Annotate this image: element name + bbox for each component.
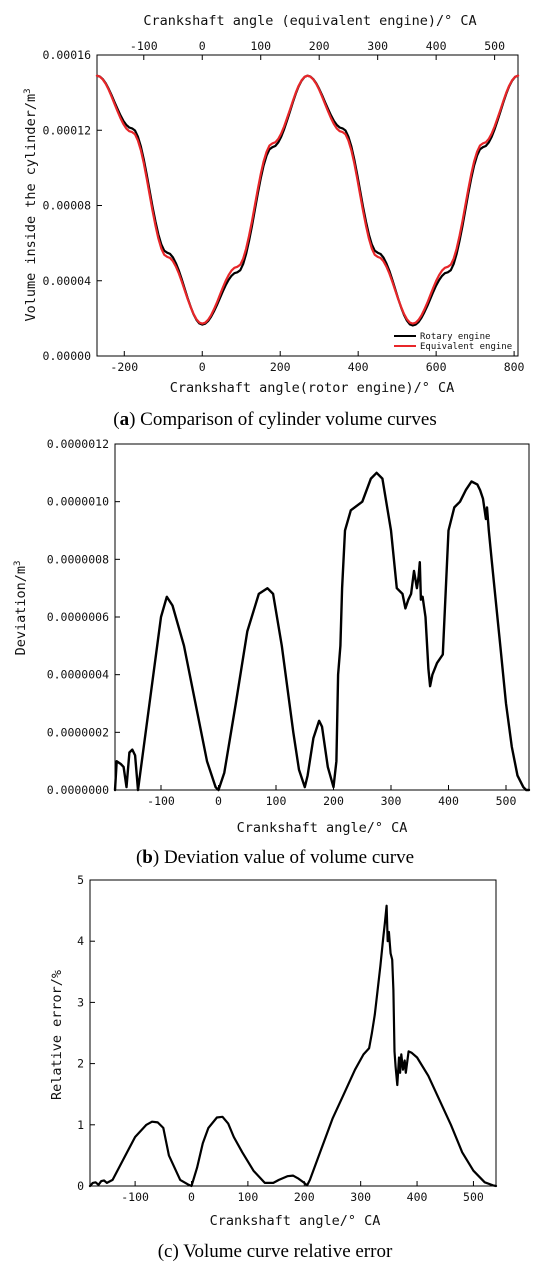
x-tick-label: 100	[266, 794, 287, 808]
y-tick-label: 2	[77, 1057, 84, 1071]
x-tick-label: -200	[110, 360, 138, 374]
chart-c-plot-frame	[89, 879, 497, 1187]
chart-b-ticks: -100 0 100 200 300 400 500 0.0000000 0.0000002 0.…	[47, 437, 517, 808]
chart-c-x-axis-label: Crankshaft angle/° CA	[210, 1213, 381, 1229]
y-tick-label: 1	[77, 1118, 84, 1132]
chart-c: -100 0 100 200 300 400 500 0 1 2 3 4 5 Crankshaft an…	[49, 873, 498, 1262]
y-tick-label: 0.00000	[43, 349, 92, 363]
y-tick-label: 0.00004	[43, 274, 92, 288]
y-tick-label: 0.0000010	[47, 495, 109, 509]
legend-label-rotary: Rotary engine	[420, 332, 490, 342]
x2-tick-label: 200	[309, 39, 330, 53]
x-tick-label: 300	[350, 1190, 371, 1204]
y-tick-label: 0.0000004	[47, 668, 109, 682]
chart-a-x2-axis-label: Crankshaft angle (equivalent engine)/° C…	[143, 13, 476, 29]
chart-b-caption-letter: b	[142, 847, 153, 868]
chart-b-series	[113, 471, 531, 792]
chart-a-y-axis-label: Volume inside the cylinder/m3	[23, 89, 39, 322]
equivalent-engine-line	[95, 74, 520, 325]
x-tick-label: 500	[496, 794, 517, 808]
series-b-line	[113, 471, 531, 792]
x-tick-label: -100	[121, 1190, 149, 1204]
chart-a-y-axis-label-text: Volume inside the cylinder/m	[23, 94, 39, 322]
x-tick-label: 0	[188, 1190, 195, 1204]
x2-tick-label: 400	[426, 39, 447, 53]
x-tick-label: 0	[215, 794, 222, 808]
x2-tick-label: 0	[199, 39, 206, 53]
x-tick-label: 400	[348, 360, 369, 374]
chart-a-caption: (a) Comparison of cylinder volume curves	[113, 409, 436, 430]
legend-label-equivalent: Equivalent engine	[420, 342, 512, 352]
y-tick-label: 0.00008	[43, 199, 92, 213]
chart-a: -200 0 200 400 600 800 -100 0 100 200 300 400 500 0.0…	[23, 13, 525, 430]
y-tick-label: 0	[77, 1179, 84, 1193]
chart-b-caption-text: Deviation value of volume curve	[164, 847, 414, 868]
chart-a-x-axis-label: Crankshaft angle(rotor engine)/° CA	[170, 380, 454, 396]
chart-b-y-axis-label-text: Deviation/m	[13, 566, 29, 655]
y-tick-label: 0.0000006	[47, 610, 109, 624]
x2-tick-label: -100	[130, 39, 158, 53]
x2-tick-label: 100	[250, 39, 271, 53]
y-tick-label: 0.0000002	[47, 725, 109, 739]
chart-a-legend: Rotary engine Equivalent engine	[394, 332, 512, 352]
chart-c-series	[88, 904, 498, 1188]
x-tick-label: 500	[463, 1190, 484, 1204]
chart-c-caption-letter: c	[164, 1241, 172, 1262]
series-c-line	[88, 904, 498, 1188]
chart-a-series	[95, 74, 520, 327]
x-tick-label: 100	[237, 1190, 258, 1204]
chart-b-x-axis-label: Crankshaft angle/° CA	[237, 820, 408, 836]
x-tick-label: 400	[438, 794, 459, 808]
chart-a-plot-frame	[96, 54, 519, 357]
x-tick-label: 300	[381, 794, 402, 808]
chart-a-ticks: -200 0 200 400 600 800 -100 0 100 200 300 400 500 0.0…	[43, 39, 525, 374]
chart-c-caption-text: Volume curve relative error	[183, 1241, 393, 1262]
chart-a-y-axis-label-sup: 3	[23, 89, 33, 94]
x-tick-label: 0	[199, 360, 206, 374]
y-tick-label: 0.00016	[43, 48, 92, 62]
y-tick-label: 4	[77, 934, 84, 948]
y-tick-label: 0.0000012	[47, 437, 109, 451]
chart-c-caption: (c) Volume curve relative error	[158, 1241, 393, 1262]
chart-c-y-axis-label: Relative error/%	[49, 970, 65, 1100]
chart-b-y-axis-label: Deviation/m3	[13, 561, 29, 656]
x-tick-label: 200	[294, 1190, 315, 1204]
x-tick-label: 800	[504, 360, 525, 374]
x-tick-label: 600	[426, 360, 447, 374]
chart-b: -100 0 100 200 300 400 500 0.0000000 0.0000002 0.…	[13, 437, 531, 868]
x2-tick-label: 500	[484, 39, 505, 53]
x-tick-label: 200	[270, 360, 291, 374]
x-tick-label: -100	[147, 794, 175, 808]
y-tick-label: 0.00012	[43, 123, 91, 137]
x-tick-label: 200	[323, 794, 344, 808]
chart-b-plot-frame	[114, 443, 530, 791]
x-tick-label: 400	[407, 1190, 428, 1204]
y-tick-label: 0.0000008	[47, 552, 109, 566]
chart-b-y-axis-label-sup: 3	[13, 561, 23, 566]
x2-tick-label: 300	[367, 39, 388, 53]
rotary-engine-line	[95, 74, 520, 327]
chart-a-caption-letter: a	[120, 409, 130, 430]
chart-a-caption-text: Comparison of cylinder volume curves	[140, 409, 437, 430]
y-tick-label: 0.0000000	[47, 783, 109, 797]
y-tick-label: 5	[77, 873, 84, 887]
chart-c-ticks: -100 0 100 200 300 400 500 0 1 2 3 4 5	[77, 873, 484, 1204]
y-tick-label: 3	[77, 995, 84, 1009]
chart-b-caption: (b) Deviation value of volume curve	[136, 847, 414, 868]
